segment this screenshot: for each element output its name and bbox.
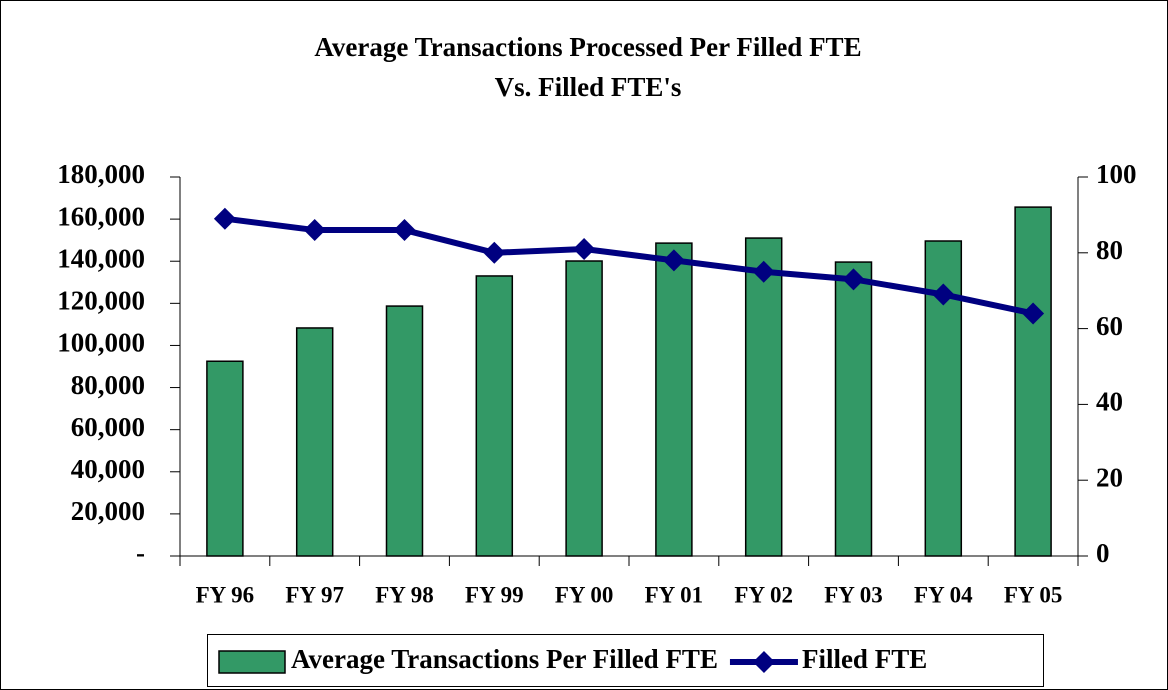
line-marker — [662, 249, 685, 272]
legend-label: Filled FTE — [802, 644, 927, 674]
y-tick-label: 80,000 — [71, 370, 145, 400]
line-marker — [573, 238, 596, 261]
bar — [834, 261, 873, 557]
y-tick-label: 140,000 — [57, 243, 145, 273]
bar — [295, 327, 334, 557]
line-marker — [213, 207, 236, 230]
legend-label: Average Transactions Per Filled FTE — [291, 644, 718, 674]
x-tick-label: FY 97 — [285, 582, 344, 607]
bar — [655, 242, 693, 557]
bar — [206, 360, 244, 557]
x-tick-label: FY 02 — [734, 582, 793, 607]
line-marker — [752, 260, 775, 283]
y2-tick-label: 20 — [1096, 462, 1123, 492]
x-tick-label: FY 98 — [375, 582, 434, 607]
line — [224, 215, 1034, 317]
chart-title: Vs. Filled FTE's — [495, 72, 682, 102]
y2-tick-label: 0 — [1096, 538, 1110, 568]
y-tick-label: - — [136, 538, 145, 568]
y-tick-label: 120,000 — [57, 286, 145, 316]
line-marker — [303, 219, 326, 242]
y-tick-label: 180,000 — [57, 159, 145, 189]
y2-tick-label: 40 — [1096, 387, 1123, 417]
x-tick-label: FY 05 — [1004, 582, 1063, 607]
bar — [1014, 206, 1052, 557]
x-tick-label: FY 99 — [465, 582, 524, 607]
x-tick-label: FY 04 — [914, 582, 973, 607]
y-tick-label: 160,000 — [57, 201, 145, 231]
line-marker — [393, 219, 416, 242]
x-tick-label: FY 03 — [824, 582, 883, 607]
bar — [475, 275, 514, 557]
legend-swatch — [218, 650, 286, 674]
bar — [565, 260, 603, 557]
y-tick-label: 20,000 — [71, 496, 145, 526]
y-tick-label: 100,000 — [57, 328, 145, 358]
y2-tick-label: 100 — [1096, 159, 1137, 189]
y2-tick-label: 80 — [1096, 235, 1123, 265]
line-marker — [483, 241, 506, 264]
bar — [744, 237, 783, 557]
y-tick-label: 40,000 — [71, 454, 145, 484]
legend-box — [207, 634, 1044, 687]
line-marker — [932, 283, 955, 306]
chart-title: Average Transactions Processed Per Fille… — [314, 32, 861, 62]
x-tick-label: FY 96 — [196, 582, 255, 607]
legend-marker — [752, 651, 775, 673]
y-tick-label: 60,000 — [71, 412, 145, 442]
x-tick-label: FY 01 — [645, 582, 704, 607]
y2-tick-label: 60 — [1096, 311, 1123, 341]
line-marker — [842, 268, 865, 291]
bar — [385, 305, 424, 557]
line-marker — [1022, 302, 1045, 325]
x-tick-label: FY 00 — [555, 582, 614, 607]
